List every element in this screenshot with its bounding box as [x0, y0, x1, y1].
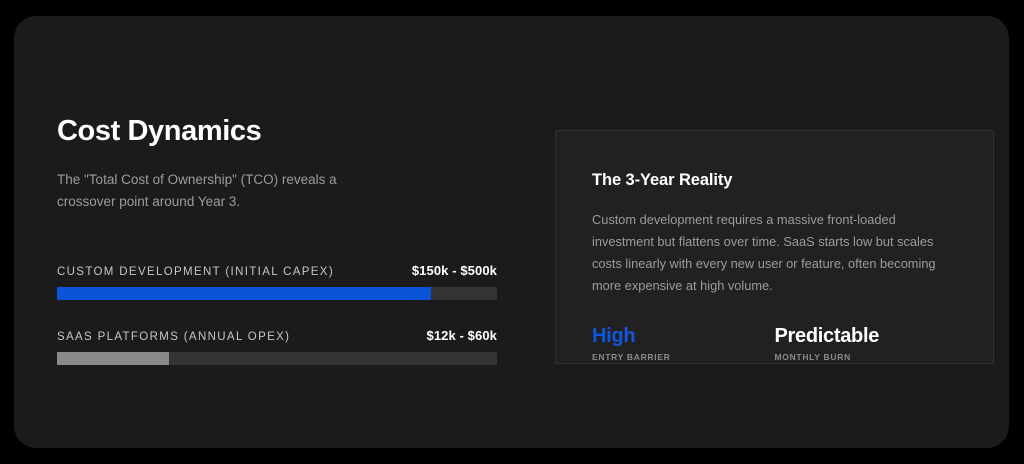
left-column: Cost Dynamics The "Total Cost of Ownersh… — [57, 115, 497, 213]
metric-header: SAAS PLATFORMS (ANNUAL OPEX) $12k - $60k — [57, 328, 497, 343]
metric-label: SAAS PLATFORMS (ANNUAL OPEX) — [57, 331, 291, 343]
page-title: Cost Dynamics — [57, 115, 262, 147]
page-subtitle: The "Total Cost of Ownership" (TCO) reve… — [57, 171, 337, 209]
stat-monthly-burn: Predictable MONTHLY BURN — [775, 325, 958, 362]
metric-fill — [57, 287, 431, 300]
card-body-text: Custom development requires a massive fr… — [592, 212, 936, 293]
reality-card: The 3-Year Reality Custom development re… — [555, 130, 994, 364]
card-title: The 3-Year Reality — [592, 171, 733, 189]
stat-caption: ENTRY BARRIER — [592, 352, 671, 362]
reality-card-inner: The 3-Year Reality Custom development re… — [556, 131, 993, 362]
metric-fill — [57, 352, 170, 365]
stat-value: Predictable — [774, 325, 880, 347]
metric-track — [57, 287, 497, 300]
metric-label: CUSTOM DEVELOPMENT (INITIAL CAPEX) — [57, 266, 335, 278]
stat-entry-barrier: High ENTRY BARRIER — [592, 325, 775, 362]
metrics-list: CUSTOM DEVELOPMENT (INITIAL CAPEX) $150k… — [57, 263, 497, 365]
metric-track — [57, 352, 497, 365]
metric-saas-platforms: SAAS PLATFORMS (ANNUAL OPEX) $12k - $60k — [57, 328, 497, 365]
stat-value: High — [592, 325, 636, 347]
main-panel: Cost Dynamics The "Total Cost of Ownersh… — [14, 16, 1009, 448]
card-stats: High ENTRY BARRIER Predictable MONTHLY B… — [592, 325, 957, 362]
metric-header: CUSTOM DEVELOPMENT (INITIAL CAPEX) $150k… — [57, 263, 497, 278]
metric-custom-development: CUSTOM DEVELOPMENT (INITIAL CAPEX) $150k… — [57, 263, 497, 300]
metric-value: $150k - $500k — [411, 263, 497, 278]
metric-value: $12k - $60k — [426, 328, 497, 343]
stat-caption: MONTHLY BURN — [774, 352, 851, 362]
